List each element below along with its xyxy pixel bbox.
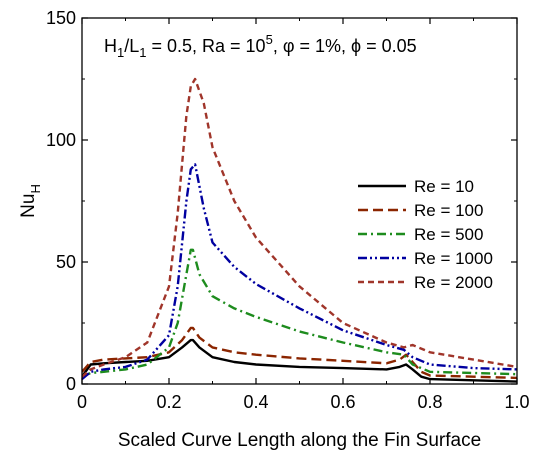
legend-label-2: Re = 500 (414, 225, 483, 244)
x-tick-label: 1.0 (504, 392, 529, 412)
y-label-sub: H (28, 184, 43, 193)
y-tick-label: 150 (46, 8, 76, 28)
y-axis-label: NuH (18, 184, 43, 218)
series-line-4 (82, 77, 517, 378)
x-tick-label: 0.2 (156, 392, 181, 412)
series-line-2 (82, 248, 517, 378)
y-tick-label: 0 (66, 374, 76, 394)
x-tick-label: 0.8 (417, 392, 442, 412)
x-tick-label: 0 (77, 392, 87, 412)
y-label-main: Nu (18, 194, 39, 218)
annotation-part: = 0.5, Ra = 10 (146, 36, 265, 56)
legend-label-3: Re = 1000 (414, 249, 493, 268)
x-tick-label: 0.6 (330, 392, 355, 412)
annotation-part: 1 (139, 45, 146, 60)
ticks-layer: 0 0.2 0.4 0.6 0.8 1.0 0 50 100 150 (46, 8, 530, 412)
y-tick-label: 100 (46, 130, 76, 150)
parameter-annotation: H1/L1 = 0.5, Ra = 105, φ = 1%, ϕ = 0.05 (104, 32, 417, 60)
annotation-part: 5 (266, 32, 273, 47)
annotation-part: , φ = 1%, ϕ = 0.05 (273, 36, 417, 56)
annotation-part: 1 (117, 45, 124, 60)
legend-label-1: Re = 100 (414, 201, 483, 220)
y-tick-label: 50 (56, 252, 76, 272)
legend: Re = 10 Re = 100 Re = 500 Re = 1000 Re = 200… (358, 177, 493, 292)
annotation-part: /L (124, 36, 139, 56)
x-tick-label: 0.4 (243, 392, 268, 412)
series-line-3 (82, 163, 517, 381)
x-axis-label: Scaled Curve Length along the Fin Surfac… (118, 430, 481, 451)
legend-label-4: Re = 2000 (414, 273, 493, 292)
series-line-1 (82, 326, 517, 380)
series-layer (82, 77, 517, 383)
legend-label-0: Re = 10 (414, 177, 474, 196)
annotation-part: H (104, 36, 117, 56)
